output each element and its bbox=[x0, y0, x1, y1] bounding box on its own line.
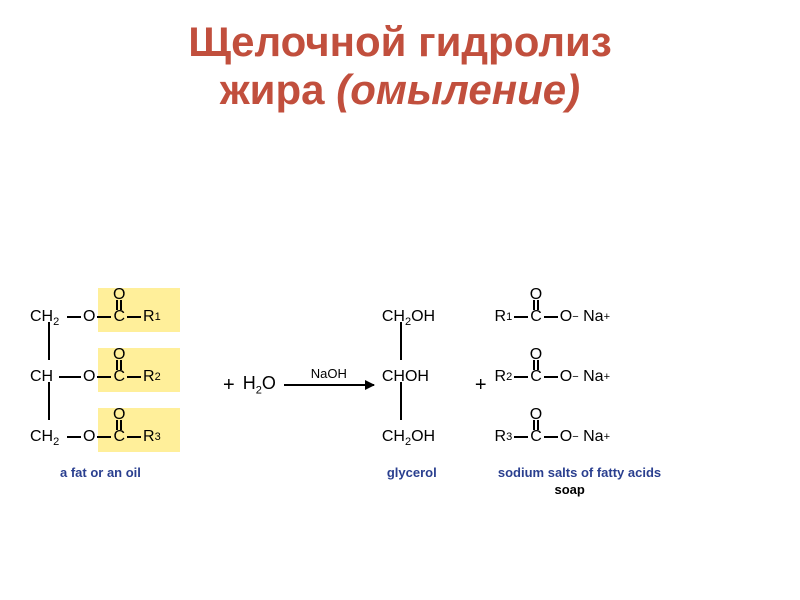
ester-group-3: O O C R3 bbox=[65, 428, 161, 446]
water: H2O bbox=[243, 373, 276, 397]
salts-label-2: soap bbox=[555, 482, 585, 497]
sodium-salts: R1 O C O− Na+ R2 O C O− Na+ R3 O C bbox=[495, 290, 670, 480]
reaction-equation: CH2 O O C R1 CH O O C R2 CH2 O bbox=[30, 290, 770, 480]
glycerol-label: glycerol bbox=[387, 465, 437, 480]
salt-row-1: R1 O C O− Na+ bbox=[495, 308, 610, 326]
title-word-zhira: жира bbox=[220, 66, 325, 113]
triglyceride-label: a fat or an oil bbox=[60, 465, 141, 480]
plus-2: + bbox=[475, 374, 487, 397]
title-line-1: Щелочной гидролиз bbox=[0, 18, 800, 66]
ester-group-2: O O C R2 bbox=[57, 368, 161, 386]
salts-label-1: sodium salts of fatty acids bbox=[485, 465, 675, 480]
glycerol-row-1: CH2OH bbox=[382, 308, 435, 328]
glycerol-row-3: CH2OH bbox=[382, 428, 435, 448]
glycerol-molecule: CH2OH CHOH CH2OH glycerol bbox=[382, 290, 467, 480]
arrow-line bbox=[284, 384, 374, 386]
reaction-arrow: NaOH bbox=[284, 384, 374, 386]
plus-1: + bbox=[223, 374, 235, 397]
slide-title: Щелочной гидролиз жира (омыление) bbox=[0, 0, 800, 115]
ch2-3: CH2 bbox=[30, 428, 59, 448]
ch-2: CH bbox=[30, 368, 53, 386]
backbone-bond-2 bbox=[48, 382, 50, 420]
title-word-omylenie: (омыление) bbox=[336, 66, 580, 113]
triglyceride-molecule: CH2 O O C R1 CH O O C R2 CH2 O bbox=[30, 290, 215, 480]
glycerol-bond-2 bbox=[400, 382, 402, 420]
ch2-1: CH2 bbox=[30, 308, 59, 328]
salt-row-3: R3 O C O− Na+ bbox=[495, 428, 610, 446]
glycerol-row-2: CHOH bbox=[382, 368, 429, 386]
ester-group-1: O O C R1 bbox=[65, 308, 161, 326]
salt-row-2: R2 O C O− Na+ bbox=[495, 368, 610, 386]
title-line-2: жира (омыление) bbox=[0, 66, 800, 114]
arrow-reagent: NaOH bbox=[284, 366, 374, 381]
